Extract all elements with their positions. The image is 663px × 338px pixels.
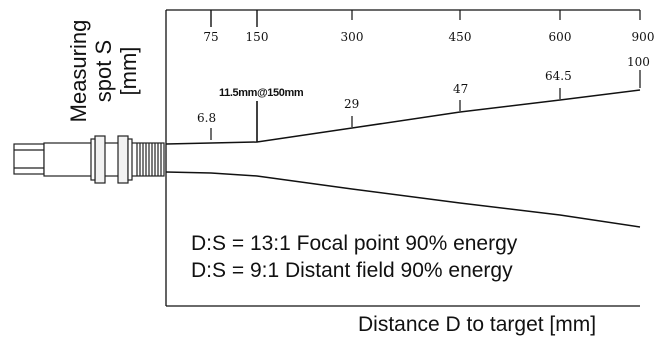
sensor-washer-right [127,138,133,181]
spot-label-29: 29 [344,97,359,111]
sensor-washer-left [90,138,96,181]
tick-label-600: 600 [549,30,572,44]
beam-upper-edge [165,89,641,145]
spot-label-6-8: 6.8 [197,111,216,125]
sensor-thread [136,143,162,176]
ratio-note-distant: D:S = 9:1 Distant field 90% energy [191,259,513,282]
sensor-nut-left [94,135,106,184]
x-axis-title: Distance D to target [mm] [358,313,597,336]
spot-label-11-5: 11.5mm@150mm [219,87,304,99]
tick-label-900: 900 [632,30,655,44]
tick-label-75: 75 [203,30,218,44]
spot-label-64-5: 64.5 [545,69,572,83]
sensor-device [13,135,165,184]
spot-label-100: 100 [627,55,650,69]
tick-label-300: 300 [341,30,364,44]
spot-label-47: 47 [453,82,468,96]
tick-label-450: 450 [449,30,472,44]
ratio-note-focal: D:S = 13:1 Focal point 90% energy [191,232,518,255]
beam-lower-edge [165,171,641,228]
sensor-nut-right [117,135,129,184]
sensor-rear-cap [13,143,45,175]
tick-label-150: 150 [246,30,269,44]
